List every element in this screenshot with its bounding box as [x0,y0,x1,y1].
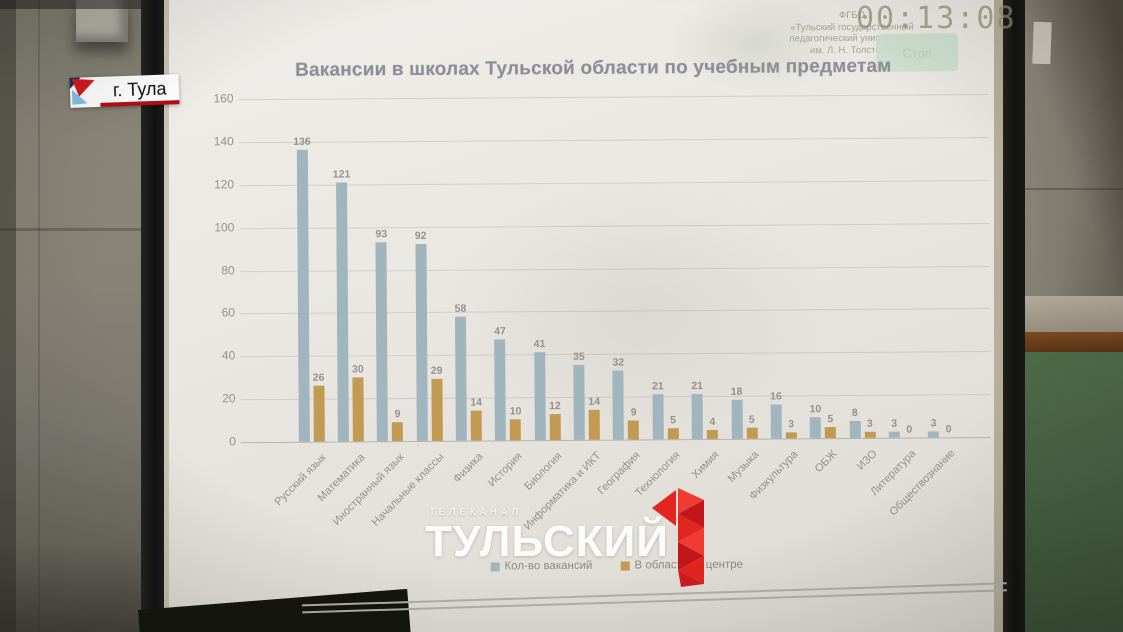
vacancies-bar [534,352,546,441]
city-bar [785,431,797,439]
y-axis-label: 60 [221,305,236,320]
y-axis-label: 40 [221,348,236,363]
vacancies-bar [494,339,507,441]
chalk-ledge [1025,296,1123,332]
location-badge: г. Тула [69,74,180,108]
city-bar [864,431,876,438]
city-bar [431,378,443,441]
classroom-wall-right [1025,0,1123,632]
bar-value-label: 5 [748,413,755,426]
y-axis-label: 140 [213,134,234,149]
city-bar [352,377,364,442]
city-bar [746,427,758,439]
y-axis-label: 100 [214,219,235,235]
watermark-kicker: ТЕЛЕКАНАЛ [429,507,522,518]
y-axis-label: 160 [213,91,234,106]
vacancies-bar [336,182,349,442]
screen-edge-right [994,0,1003,632]
city-bar [313,385,325,442]
bar-value-label: 121 [332,168,351,181]
city-bar [392,421,404,442]
chalk-ledge-wood [1025,332,1123,352]
timestamp-overlay: 00:13:08 [856,1,1017,36]
gridline [238,136,989,144]
bar-value-label: 14 [588,395,601,408]
bar-value-label: 4 [709,416,716,429]
wall-seam [0,228,142,231]
page-title: Вакансии в школах Тульской области по уч… [294,55,892,81]
city-bar [510,418,522,441]
y-axis-label: 80 [221,262,235,277]
screen-frame-right [1003,0,1025,632]
channel-one-logo-icon [650,486,706,593]
vacancies-bar [415,243,428,441]
gridline [239,179,990,186]
bar-value-label: 30 [351,363,364,376]
vacancies-bar [296,150,310,442]
bar-value-label: 12 [549,400,561,413]
ceiling-shadow [0,0,142,9]
watermark-title: ТУЛЬСКИЙ [425,517,669,566]
screen-frame-left [141,0,164,632]
bar-value-label: 0 [945,423,952,436]
bar-value-label: 5 [670,414,677,427]
bar-value-label: 3 [788,417,795,430]
bar-value-label: 92 [414,229,427,242]
bar-value-label: 16 [770,390,782,403]
bar-value-label: 9 [394,407,401,420]
vacancies-bar [455,316,467,441]
bar-value-label: 47 [494,325,506,338]
bar-value-label: 29 [430,364,443,377]
bar-value-label: 10 [509,404,522,417]
gridline [239,308,990,315]
bar-value-label: 9 [630,406,637,419]
bar-value-label: 14 [470,396,483,409]
bar-value-label: 21 [651,380,664,393]
badge-label: г. Тула [99,74,180,107]
gridline [238,94,989,101]
y-axis-label: 120 [213,177,235,192]
bar-value-label: 93 [375,227,388,240]
wall-shadow-strip [0,0,16,632]
bar-value-label: 58 [454,302,467,315]
bar-value-label: 41 [533,338,546,351]
wall-seam [1025,188,1123,190]
city-bar [549,414,561,441]
channel-mini-logo-icon [69,76,101,108]
bar-value-label: 21 [691,379,704,393]
gridline [239,222,990,229]
channel-watermark: ТЕЛЕКАНАЛ ТУЛЬСКИЙ [425,507,669,564]
city-bar [825,427,837,439]
chalkboard [1025,352,1123,632]
bar-value-label: 32 [612,356,625,370]
city-bar [667,428,679,440]
bar-value-label: 136 [293,136,311,149]
city-bar [706,430,719,439]
screen-edge-left [164,0,169,632]
city-bar [628,420,640,440]
city-bar [470,410,482,441]
y-axis-label: 0 [229,434,236,449]
bar-value-label: 18 [730,386,743,399]
gridline [239,265,990,272]
y-axis-label: 20 [222,391,236,406]
wall-seam [38,0,40,632]
bar-value-label: 26 [312,371,325,384]
city-bar [588,409,600,440]
bar-value-label: 35 [573,350,585,363]
